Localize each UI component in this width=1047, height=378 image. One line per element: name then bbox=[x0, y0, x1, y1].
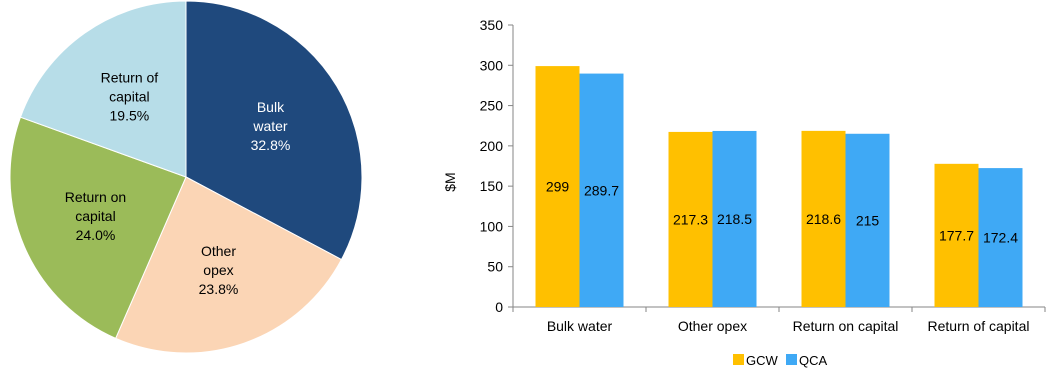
x-tick-label: Return on capital bbox=[793, 318, 899, 334]
pie-slice-label: Other bbox=[201, 243, 236, 259]
bar-data-label: 299 bbox=[546, 179, 570, 195]
legend-label: GCW bbox=[746, 353, 779, 368]
legend-label: QCA bbox=[799, 353, 828, 368]
x-tick-label: Other opex bbox=[678, 318, 747, 334]
y-tick-label: 350 bbox=[480, 17, 504, 33]
pie-chart: Bulk water 32.8% Other opex 23.8% Return on cap… bbox=[0, 0, 380, 378]
legend-swatch bbox=[733, 354, 744, 365]
legend: GCW QCA bbox=[733, 353, 828, 368]
pie-slice-label: Bulk bbox=[257, 99, 285, 115]
pie-slice-value-label: 19.5% bbox=[110, 107, 150, 123]
pie-slice-value-label: 24.0% bbox=[76, 227, 116, 243]
bar-chart: $M 0 50 100 150 200 250 300 350 Bulk water 299 289… bbox=[380, 0, 1047, 378]
pie-slice-label: Return of bbox=[101, 69, 159, 85]
pie-slice-value-label: 32.8% bbox=[251, 137, 291, 153]
pie-slice-value-label: 23.8% bbox=[199, 281, 239, 297]
bar-data-label: 218.6 bbox=[806, 211, 841, 227]
y-tick-label: 0 bbox=[495, 299, 503, 315]
y-tick-label: 100 bbox=[480, 218, 504, 234]
y-tick-label: 200 bbox=[480, 138, 504, 154]
legend-swatch bbox=[786, 354, 797, 365]
y-tick-label: 300 bbox=[480, 57, 504, 73]
bar-data-label: 218.5 bbox=[717, 211, 752, 227]
x-tick-label: Return of capital bbox=[928, 318, 1030, 334]
bar-data-label: 217.3 bbox=[673, 211, 708, 227]
pie-slice-label: capital bbox=[109, 88, 149, 104]
pie-slice-label: water bbox=[252, 118, 288, 134]
pie-slice-label: opex bbox=[203, 262, 233, 278]
x-tick-label: Bulk water bbox=[547, 318, 613, 334]
y-tick-label: 150 bbox=[480, 178, 504, 194]
pie-slice-label: capital bbox=[75, 208, 115, 224]
y-axis-label: $M bbox=[442, 172, 458, 191]
bar-data-label: 215 bbox=[856, 212, 880, 228]
y-tick-label: 250 bbox=[480, 98, 504, 114]
bar-data-label: 177.7 bbox=[939, 227, 974, 243]
bar-data-label: 172.4 bbox=[983, 230, 1018, 246]
pie-slice-label: Return on bbox=[65, 189, 126, 205]
bar-data-label: 289.7 bbox=[584, 182, 619, 198]
y-tick-label: 50 bbox=[487, 259, 503, 275]
